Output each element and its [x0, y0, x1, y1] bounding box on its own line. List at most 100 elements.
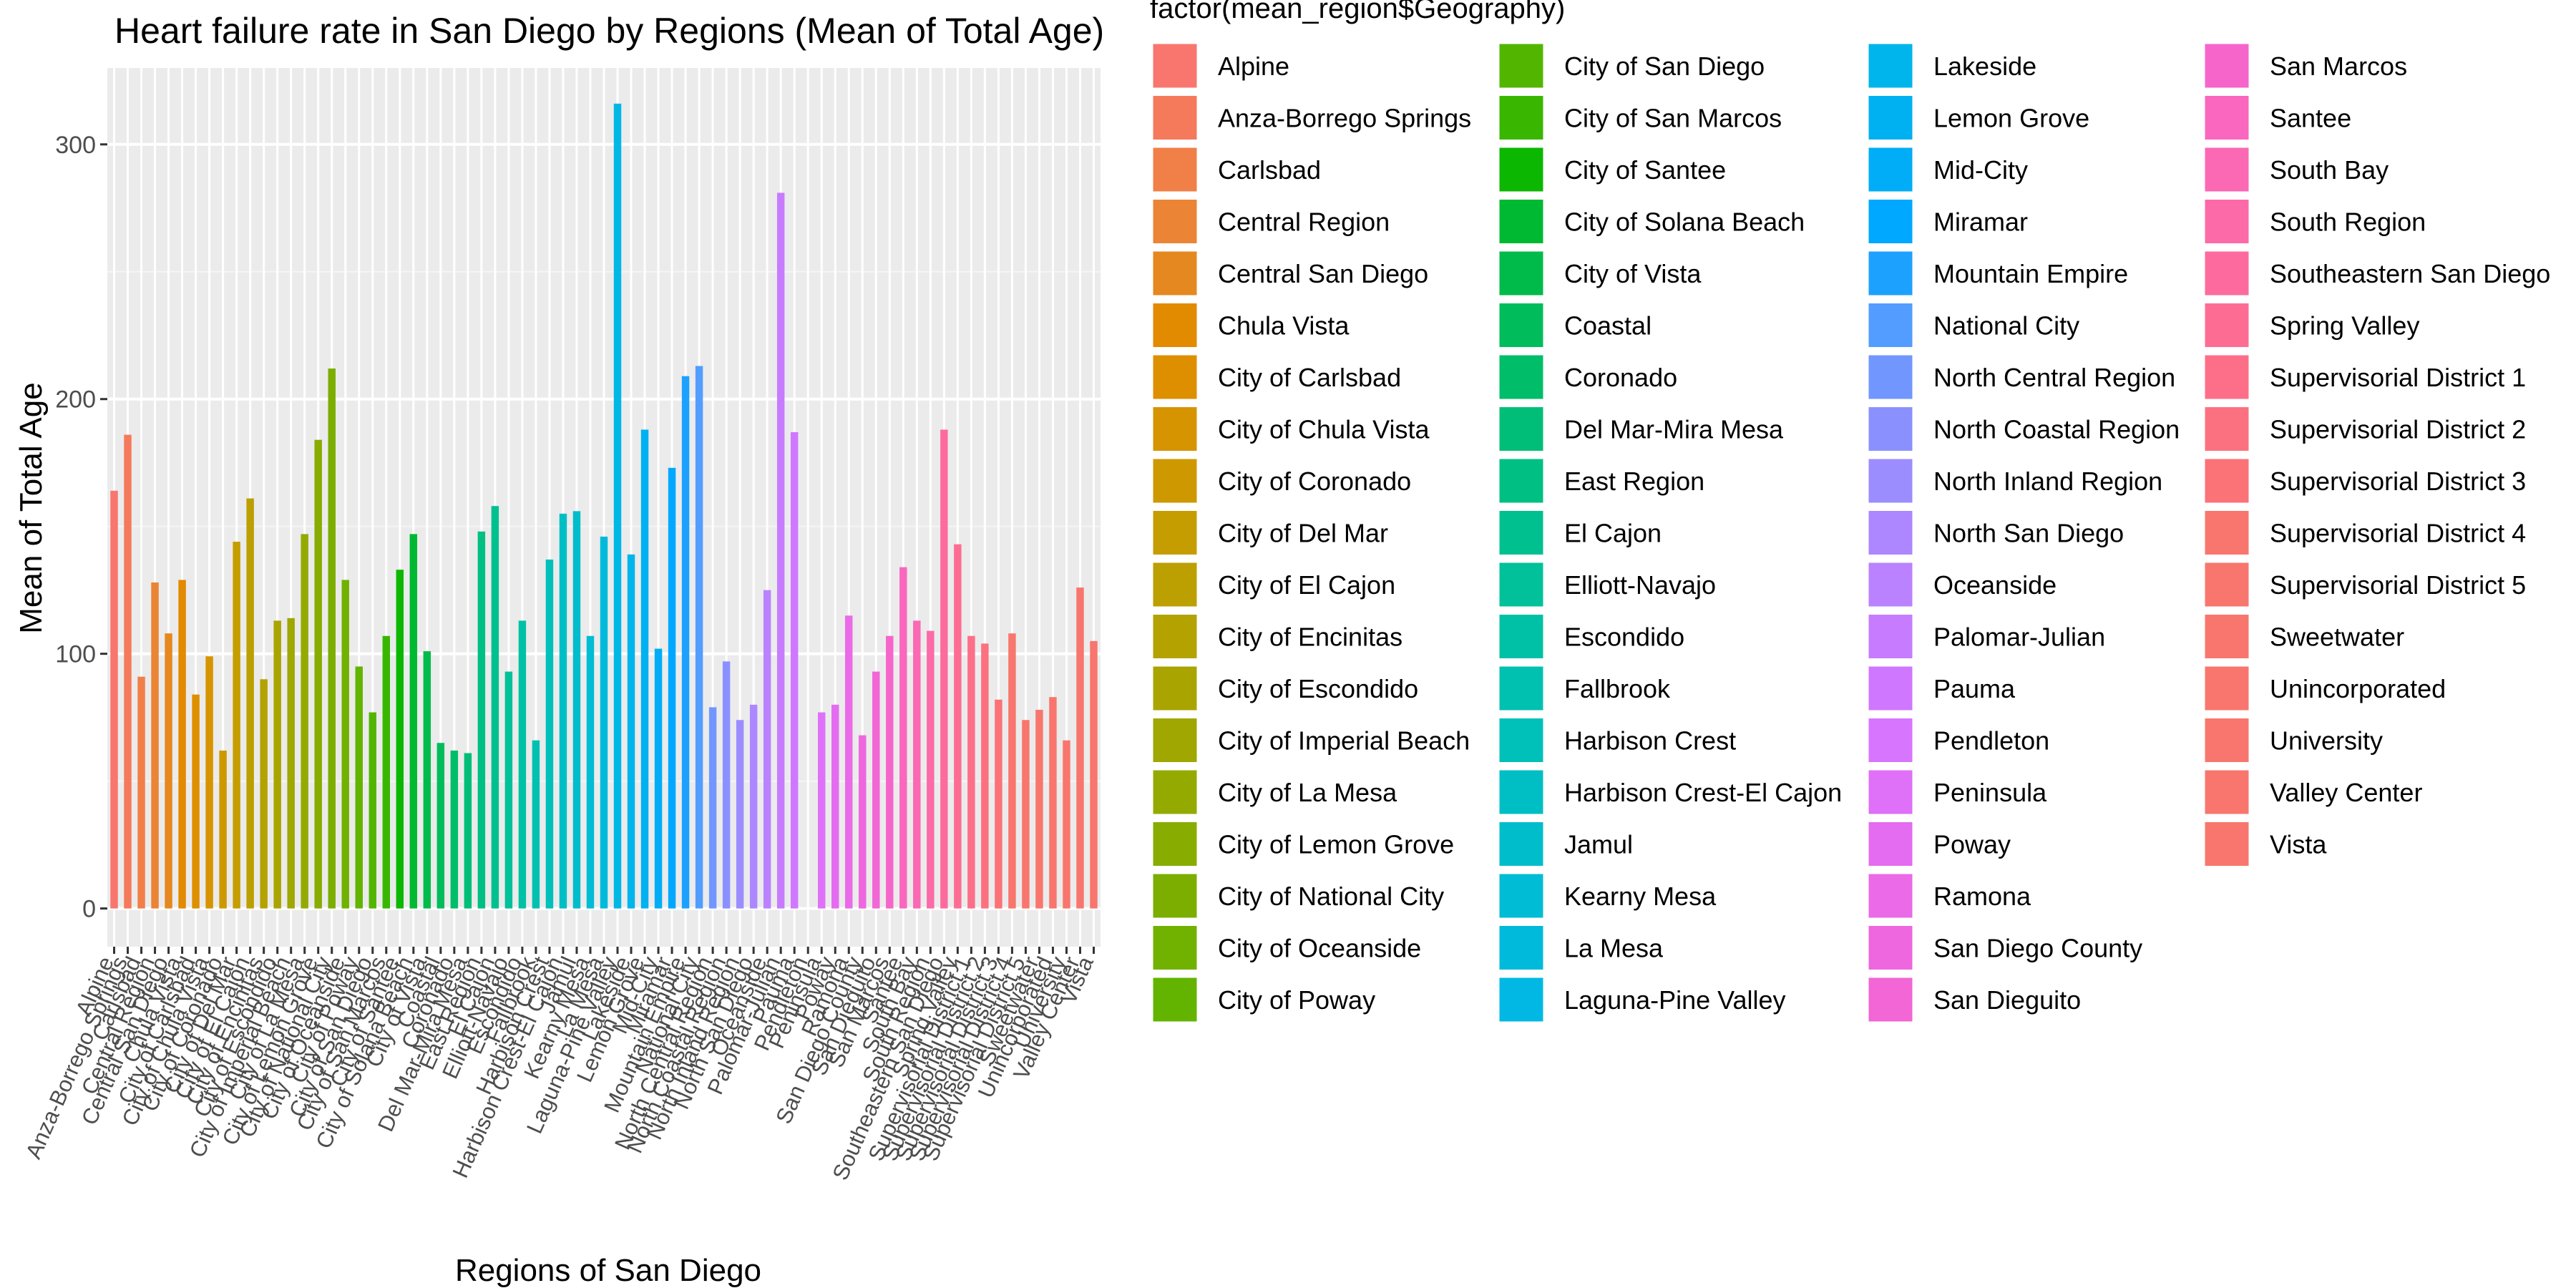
legend-key — [2202, 560, 2251, 609]
legend-key — [1866, 768, 1915, 816]
legend-label: City of Encinitas — [1218, 623, 1402, 652]
legend-key — [1497, 664, 1546, 713]
bar-palomar-julian — [776, 192, 785, 909]
y-tick-label: 300 — [55, 132, 96, 159]
legend-label: Valley Center — [2270, 778, 2422, 807]
legend-label: City of Poway — [1218, 985, 1375, 1015]
legend-key — [1497, 249, 1546, 298]
bar-del-mar-mira-mesa — [464, 753, 472, 909]
bar-alpine — [110, 490, 118, 909]
legend-label: Supervisorial District 5 — [2270, 570, 2526, 600]
legend-key — [1151, 924, 1199, 972]
bar-carlsbad — [137, 676, 145, 909]
legend-label: National City — [1933, 311, 2079, 341]
legend-key — [2202, 457, 2251, 505]
y-tick-label: 100 — [55, 641, 96, 668]
bar-supervisorial-district-3 — [995, 699, 1002, 909]
legend-label: Harbison Crest — [1564, 726, 1736, 756]
legend-label: Oceanside — [1933, 570, 2057, 600]
legend-label: Kearny Mesa — [1564, 882, 1717, 911]
legend-key — [2202, 768, 2251, 816]
legend-key — [1866, 197, 1915, 245]
legend-key — [2202, 301, 2251, 349]
legend-key — [1497, 613, 1546, 660]
legend-key — [1497, 197, 1546, 245]
legend-label: El Cajon — [1564, 519, 1662, 548]
bar-city-of-san-marcos — [382, 635, 391, 909]
legend-key — [1497, 872, 1546, 920]
legend-key — [1151, 716, 1199, 764]
bar-fallbrook — [532, 740, 540, 909]
legend-label: La Mesa — [1564, 934, 1664, 963]
legend-label: Sweetwater — [2270, 623, 2404, 652]
legend-key — [2202, 353, 2251, 401]
legend-label: Coronado — [1564, 363, 1677, 392]
legend-label: North Coastal Region — [1933, 415, 2180, 444]
bar-south-region — [927, 630, 935, 909]
bar-valley-center — [1076, 587, 1084, 909]
legend-key — [1151, 353, 1199, 401]
legend-key — [2202, 509, 2251, 557]
legend-label: North Inland Region — [1933, 467, 2162, 496]
legend-label: Chula Vista — [1218, 311, 1350, 341]
legend-label: City of San Marcos — [1564, 104, 1782, 133]
legend-key — [2202, 664, 2251, 713]
legend-key — [1866, 301, 1915, 349]
legend-label: Supervisorial District 3 — [2270, 467, 2526, 496]
legend-key — [1866, 145, 1915, 194]
legend-key — [1151, 509, 1199, 557]
bar-city-of-national-city — [328, 369, 336, 909]
legend-label: Anza-Borrego Springs — [1218, 104, 1471, 133]
legend-label: Escondido — [1564, 623, 1684, 652]
legend-key — [2202, 716, 2251, 764]
bar-laguna-pine-valley — [613, 103, 622, 909]
legend-key — [1866, 457, 1915, 505]
legend-key — [1151, 613, 1199, 660]
legend-label: South Bay — [2270, 155, 2389, 185]
bar-miramar — [668, 467, 676, 909]
bar-elliott-navajo — [504, 671, 513, 909]
legend-key — [1497, 42, 1546, 90]
legend-label: City of Oceanside — [1218, 934, 1421, 963]
bars — [110, 103, 1098, 909]
legend-label: East Region — [1564, 467, 1704, 496]
legend-key — [1866, 42, 1915, 90]
legend-label: Unincorporated — [2270, 674, 2446, 703]
legend-key — [1497, 975, 1546, 1024]
bar-city-of-escondido — [273, 620, 281, 909]
legend-key — [1497, 405, 1546, 453]
bar-el-cajon — [491, 506, 499, 909]
legend-label: City of Santee — [1564, 155, 1726, 185]
legend-key — [1497, 301, 1546, 349]
bar-mid-city — [654, 648, 663, 909]
legend-label: Poway — [1933, 830, 2011, 859]
bar-lakeside — [627, 554, 635, 909]
bar-supervisorial-district-5 — [1022, 720, 1030, 909]
bar-central-san-diego — [165, 633, 172, 909]
legend-key — [1866, 975, 1915, 1024]
legend-label: Supervisorial District 4 — [2270, 519, 2526, 548]
legend-key — [1151, 405, 1199, 453]
bar-central-region — [151, 582, 159, 909]
y-tick-label: 200 — [55, 386, 96, 414]
bar-escondido — [518, 620, 527, 909]
bar-pauma — [790, 431, 799, 909]
bar-university — [1063, 740, 1070, 909]
legend-key — [1151, 42, 1199, 90]
legend-key — [1497, 509, 1546, 557]
legend-key — [1497, 94, 1546, 142]
bar-anza-borrego-springs — [124, 434, 132, 909]
bar-lemon-grove — [640, 429, 649, 909]
bar-supervisorial-district-4 — [1008, 633, 1016, 909]
legend-label: Ramona — [1933, 882, 2031, 911]
legend-key — [1866, 405, 1915, 453]
bar-city-of-chula-vista — [205, 656, 213, 909]
bar-coronado — [450, 750, 459, 909]
legend-label: Supervisorial District 1 — [2270, 363, 2526, 392]
legend-label: City of Chula Vista — [1218, 415, 1430, 444]
bar-city-of-carlsbad — [192, 694, 200, 909]
legend-key — [1866, 820, 1915, 868]
legend-key — [1866, 664, 1915, 713]
